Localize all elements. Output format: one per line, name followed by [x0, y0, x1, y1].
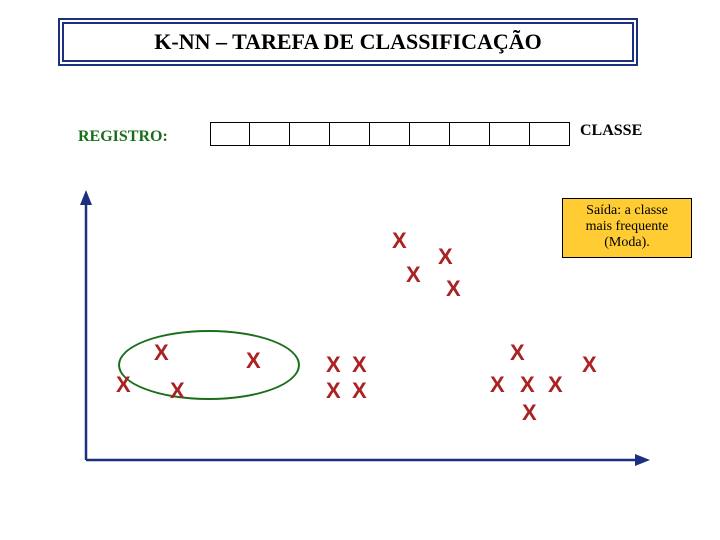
data-point: X — [352, 352, 367, 378]
data-point: X — [392, 228, 407, 254]
data-point: X — [406, 262, 421, 288]
data-point: X — [522, 400, 537, 426]
data-point: X — [548, 372, 563, 398]
data-point: X — [582, 352, 597, 378]
data-point: X — [326, 352, 341, 378]
data-point: X — [438, 244, 453, 270]
data-point: X — [170, 378, 185, 404]
data-point: X — [116, 372, 131, 398]
data-point: X — [520, 372, 535, 398]
data-point: X — [510, 340, 525, 366]
cluster-ellipse — [118, 330, 300, 400]
data-point: X — [490, 372, 505, 398]
data-point: X — [352, 378, 367, 404]
data-point: X — [326, 378, 341, 404]
data-point: X — [246, 348, 261, 374]
axes — [0, 0, 720, 540]
data-point: X — [446, 276, 461, 302]
data-point: X — [154, 340, 169, 366]
